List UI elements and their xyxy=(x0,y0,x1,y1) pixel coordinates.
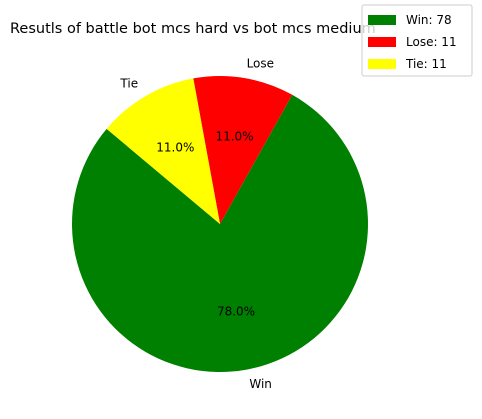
slice-percent-tie: 11.0% xyxy=(156,140,194,154)
pie-slice-lose xyxy=(193,75,293,224)
pie-slice-tie xyxy=(106,78,220,224)
legend-label-lose: Lose: 11 xyxy=(406,35,457,49)
legend-swatch-win xyxy=(368,15,396,25)
legend-label-tie: Tie: 11 xyxy=(405,57,447,71)
chart-title: Resutls of battle bot mcs hard vs bot mc… xyxy=(10,21,376,37)
pie-slices xyxy=(72,75,369,373)
slice-label-win: Win xyxy=(249,377,272,391)
slice-percent-lose: 11.0% xyxy=(215,129,253,143)
pie-slice-win xyxy=(72,94,369,373)
legend-swatch-lose xyxy=(368,37,396,47)
legend-swatch-tie xyxy=(368,59,396,69)
pie-labels: Win 78.0% Lose 11.0% Tie 11.0% xyxy=(119,56,274,391)
slice-label-tie: Tie xyxy=(119,76,138,90)
slice-label-lose: Lose xyxy=(247,56,274,70)
legend-label-win: Win: 78 xyxy=(406,13,452,27)
legend: Win: 78 Lose: 11 Tie: 11 xyxy=(361,4,473,77)
slice-percent-win: 78.0% xyxy=(217,304,255,318)
